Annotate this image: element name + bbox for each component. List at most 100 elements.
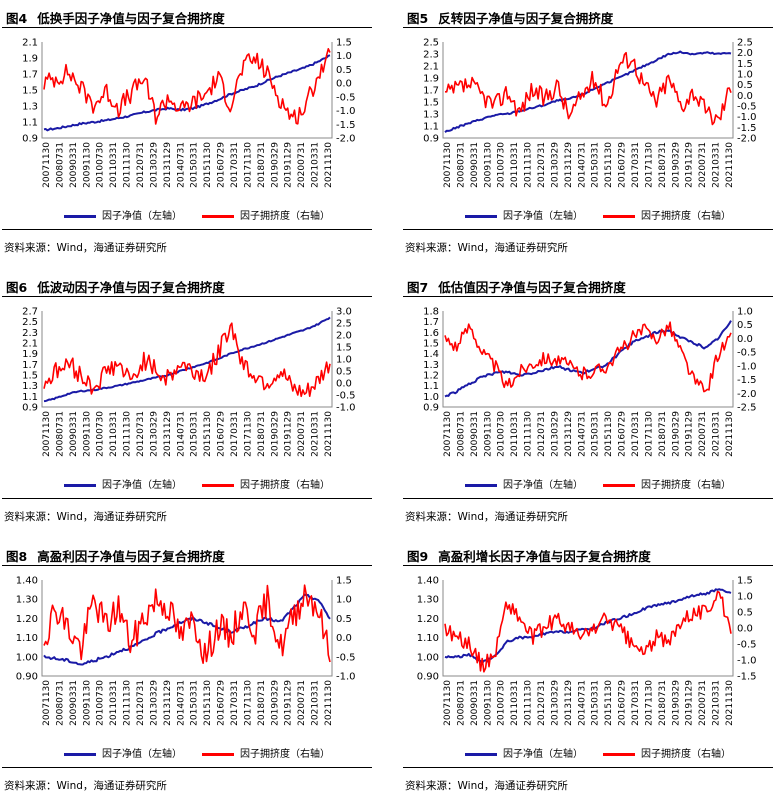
right-axis-tick-label: -0.5	[336, 391, 356, 402]
legend-label-nav: 因子净值（左轴）	[102, 480, 182, 491]
x-axis-tick-label: 20210331	[311, 142, 321, 188]
right-axis-tick-label: 0.5	[336, 614, 352, 625]
legend-swatch-nav	[64, 483, 96, 487]
x-axis-tick-label: 20071130	[443, 142, 453, 188]
left-axis-tick-label: 2.1	[22, 38, 38, 49]
line-chart: 0.90 1.00 1.10 1.20 1.30 1.40 -1.5 -1.0 -0.5 0.0 0…	[417, 576, 757, 726]
x-axis-tick-label: 20131129	[564, 680, 574, 726]
left-axis-tick-label: 1.30	[417, 595, 439, 606]
title-divider	[403, 565, 773, 566]
source-divider	[403, 229, 773, 230]
right-axis-tick-label: 3.0	[336, 307, 352, 318]
left-axis-tick-label: 1.7	[22, 360, 38, 371]
x-axis-tick-label: 20071130	[42, 142, 52, 188]
x-axis-tick-label: 20100730	[497, 680, 507, 726]
right-axis-tick-label: -1.0	[336, 106, 356, 117]
right-axis-tick-label: -1.5	[336, 120, 356, 131]
left-axis-tick-label: 1.5	[423, 339, 439, 350]
left-axis-tick-label: 1.10	[417, 633, 439, 644]
x-axis-tick-label: 20150331	[190, 411, 200, 457]
left-axis-tick-label: 1.40	[16, 576, 38, 587]
figure-number: 图9	[407, 549, 429, 564]
x-axis-tick-label: 20171130	[243, 411, 253, 457]
legend-swatch-crowd	[202, 752, 234, 756]
x-axis-tick-label: 20090331	[470, 142, 480, 188]
legend-swatch-nav	[64, 214, 96, 218]
x-axis-tick-label: 20200731	[698, 411, 708, 457]
figure-title-bar: 图7 低估值因子净值与因子复合拥挤度	[403, 271, 773, 297]
left-axis-tick-label: 1.20	[16, 614, 38, 625]
legend-label-nav: 因子净值（左轴）	[102, 211, 182, 222]
x-axis-tick-label: 20171130	[243, 142, 253, 188]
left-axis-tick-label: 0.9	[22, 134, 38, 145]
left-axis-tick-label: 0.90	[16, 672, 38, 683]
x-axis-tick-label: 20131129	[163, 680, 173, 726]
x-axis-tick-label: 20140731	[176, 680, 186, 726]
axis-frame	[41, 311, 333, 408]
left-axis-tick-label: 1.10	[16, 633, 38, 644]
x-axis-tick-label: 20180731	[257, 411, 267, 457]
x-axis-tick-label: 20080731	[456, 411, 466, 457]
x-axis-tick-label: 20170331	[230, 411, 240, 457]
x-axis-tick-label: 20151130	[604, 680, 614, 726]
right-axis-tick-label: 0.5	[336, 367, 352, 378]
right-axis-tick-label: 2.5	[737, 38, 753, 49]
figure-title-bar: 图8 高盈利因子净值与因子复合拥挤度	[2, 540, 372, 566]
right-axis-tick-label: -0.5	[737, 640, 757, 651]
right-axis-tick-label: 1.5	[737, 576, 753, 587]
x-axis-tick-label: 20151130	[203, 680, 213, 726]
figure-title: 图4 低换手因子净值与因子复合拥挤度	[6, 8, 225, 27]
x-axis-tick-label: 20071130	[443, 680, 453, 726]
x-axis-tick-label: 20140731	[176, 142, 186, 188]
source-divider	[403, 767, 773, 768]
source-note: 资料来源：Wind，海通证券研究所	[405, 242, 568, 254]
x-axis-tick-label: 20071130	[443, 411, 453, 457]
right-axis-tick-label: -2.0	[737, 134, 757, 145]
source-note: 资料来源：Wind，海通证券研究所	[405, 511, 568, 523]
right-axis-tick-label: 1.0	[737, 70, 753, 81]
x-axis-tick-label: 20111130	[123, 411, 133, 457]
right-axis-tick-label: -0.5	[336, 92, 356, 103]
x-axis-tick-label: 20130329	[149, 680, 159, 726]
chart-legend: 因子净值（左轴） 因子拥挤度（右轴）	[403, 476, 773, 492]
x-axis-tick-label: 20080731	[456, 142, 466, 188]
right-axis-tick-label: 2.5	[336, 319, 352, 330]
source-divider	[2, 498, 372, 499]
chart-legend: 因子净值（左轴） 因子拥挤度（右轴）	[2, 745, 372, 761]
right-axis-tick-label: -1.0	[737, 656, 757, 667]
left-axis-tick-label: 1.1	[423, 381, 439, 392]
legend-item-nav: 因子净值（左轴）	[465, 207, 583, 222]
x-axis-tick-label: 20100730	[497, 142, 507, 188]
left-axis-tick-label: 1.3	[423, 110, 439, 121]
axis-frame	[442, 311, 734, 408]
right-axis-tick-label: -1.0	[737, 361, 757, 372]
source-note: 资料来源：Wind，海通证券研究所	[405, 780, 568, 792]
x-axis-tick-label: 20080731	[55, 411, 65, 457]
figure-title-bar: 图4 低换手因子净值与因子复合拥挤度	[2, 2, 372, 28]
legend-label-crowd: 因子拥挤度（右轴）	[240, 749, 330, 760]
left-axis-tick-label: 0.9	[22, 403, 38, 414]
right-axis-tick-label: 0.5	[737, 320, 753, 331]
x-axis-tick-label: 20090331	[69, 411, 79, 457]
left-axis-tick-label: 1.7	[22, 70, 38, 81]
title-divider	[403, 27, 773, 28]
chart-panel-fig8: 图8 高盈利因子净值与因子复合拥挤度 因子净值（左轴） 因子拥挤度（右轴） 资料来源：W…	[2, 540, 372, 796]
series-line-crowd	[444, 590, 732, 673]
x-axis-tick-label: 20131129	[564, 411, 574, 457]
left-axis-tick-label: 1.7	[423, 317, 439, 328]
right-axis-tick-label: 0.5	[737, 608, 753, 619]
chart-panel-fig6: 图6 低波动因子净值与因子复合拥挤度 因子净值（左轴） 因子拥挤度（右轴） 资料来源：W…	[2, 271, 372, 527]
figure-number: 图4	[6, 11, 28, 26]
x-axis-tick-label: 20190329	[671, 142, 681, 188]
legend-item-crowd: 因子拥挤度（右轴）	[202, 476, 330, 491]
right-axis-tick-label: -1.5	[737, 672, 757, 683]
x-axis-tick-label: 20200731	[297, 142, 307, 188]
left-axis-tick-label: 1.00	[16, 652, 38, 663]
x-axis-tick-label: 20151130	[604, 411, 614, 457]
x-axis-tick-label: 20071130	[42, 411, 52, 457]
legend-label-nav: 因子净值（左轴）	[503, 480, 583, 491]
x-axis-tick-label: 20130329	[550, 680, 560, 726]
legend-item-nav: 因子净值（左轴）	[465, 745, 583, 760]
right-axis-tick-label: 1.5	[336, 38, 352, 49]
right-axis-tick-label: 0.0	[336, 379, 352, 390]
